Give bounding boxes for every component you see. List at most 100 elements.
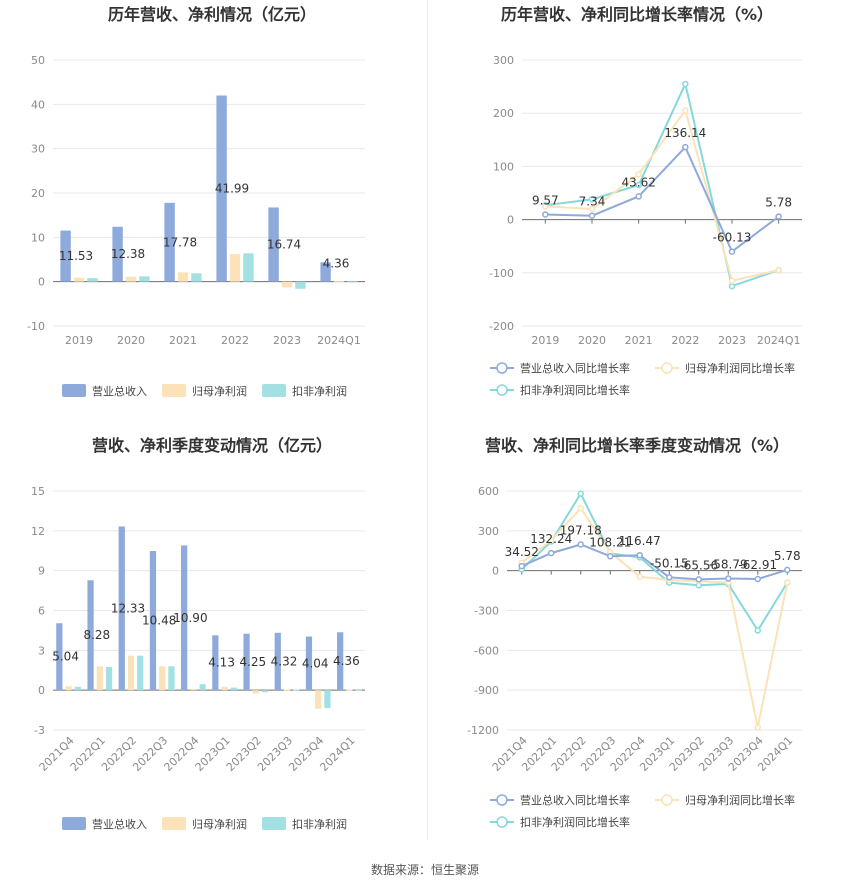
annual-growth-rate-chart: 历年营收、净利同比增长率情况（%） -200 -100 0 100 200 300 2019 2… [489,5,802,397]
y-tick-label: 30 [31,143,45,156]
data-label: 5.78 [774,549,801,563]
y-tick-label: 0 [492,565,499,578]
data-label: 5.04 [52,650,79,664]
bar [252,690,259,694]
y-tick-label: -300 [474,605,499,618]
data-point [518,562,525,570]
x-tick-label: 2024Q1 [317,334,361,347]
data-point [775,266,782,274]
data-label: 116.47 [619,534,661,548]
data-label: 10.90 [173,611,207,625]
bar [127,655,135,691]
data-label: 5.78 [765,196,792,210]
data-label: 10.48 [142,614,176,628]
bar [216,95,227,282]
data-point [784,566,791,574]
data-label: 34.52 [505,545,539,559]
x-tick-label: 2023 [273,334,301,347]
legend-marker [496,816,508,828]
bar [230,687,237,691]
legend-marker [661,362,673,374]
data-point [635,193,642,200]
legend-label: 营业总收入 [92,384,147,398]
series-line [545,80,779,288]
y-tick-label: 3 [38,644,45,657]
data-point [728,282,736,290]
bar [139,276,150,282]
legend-label: 归母净利润同比增长率 [685,793,795,807]
y-tick-label: 600 [478,485,499,498]
legend-swatch [162,384,186,397]
bar [268,207,279,282]
data-label: 4.25 [239,655,266,669]
chart-title: 历年营收、净利情况（亿元） [108,5,316,24]
panel-divider [427,0,428,840]
data-point [588,212,596,219]
data-point [728,248,736,255]
y-tick-label: 0 [38,276,45,289]
bar [60,230,71,282]
legend-label: 营业总收入同比增长率 [520,793,630,807]
legend-swatch [62,384,86,397]
data-point [635,171,642,178]
series-line [521,491,789,633]
x-tick-label: 2019 [65,334,93,347]
bar [190,688,197,691]
data-point [682,107,689,114]
series-line [521,506,789,728]
data-point [577,505,584,512]
data-label: -50.15 [650,556,689,570]
chart-title: 历年营收、净利同比增长率情况（%） [501,5,773,24]
quarterly-growth-rate-chart: 营收、净利同比增长率季度变动情况（%） -1200 -900 -600 -300 0 300… [467,436,802,829]
data-label: 12.38 [111,247,145,261]
data-point [728,277,736,285]
bar [191,273,202,282]
y-tick-label: -1200 [467,724,499,737]
bar [56,623,63,691]
x-tick-label: 2023 [718,334,746,347]
series-line [545,145,780,254]
data-point [775,213,782,220]
bar [293,689,300,691]
bar [324,690,331,709]
y-tick-label: -200 [489,320,514,333]
data-point [588,196,596,203]
legend-marker [661,794,673,806]
bar [168,666,175,691]
legend-swatch [262,817,286,830]
data-point [588,205,596,213]
x-tick-label: 2022 [671,334,699,347]
y-tick-label: -10 [27,320,45,333]
x-tick-label: 2021 [169,334,197,347]
bar [137,655,144,691]
y-tick-label: -3 [34,724,45,737]
x-tick-label: 2020 [578,334,606,347]
data-label: 4.36 [323,257,350,271]
legend-swatch [162,817,186,830]
bar [149,551,157,691]
bar [87,278,98,282]
data-label: 197.18 [560,523,602,537]
data-point [682,80,689,88]
data-label: 7.34 [579,195,606,209]
bar [181,545,188,691]
bar [347,281,358,283]
data-point [636,573,643,580]
y-tick-label: 50 [31,54,45,67]
y-tick-label: 9 [38,565,45,578]
x-tick-label: 2021 [625,334,653,347]
bar [337,632,344,691]
data-label: 43.62 [621,175,655,189]
data-label: 11.53 [59,249,93,263]
legend-label: 归母净利润 [192,817,247,831]
legend-label: 扣非净利润 [292,817,347,831]
data-point [635,181,642,189]
y-tick-label: -100 [489,267,514,280]
bar [125,276,137,282]
data-label: 16.74 [267,238,301,252]
quarterly-revenue-profit-chart: 营收、净利季度变动情况（亿元）-3036912152021Q42022Q1202… [31,436,365,831]
bar [261,690,269,693]
bar [65,686,72,691]
chart-title: 营收、净利季度变动情况（亿元） [92,436,332,455]
bar [96,666,103,691]
